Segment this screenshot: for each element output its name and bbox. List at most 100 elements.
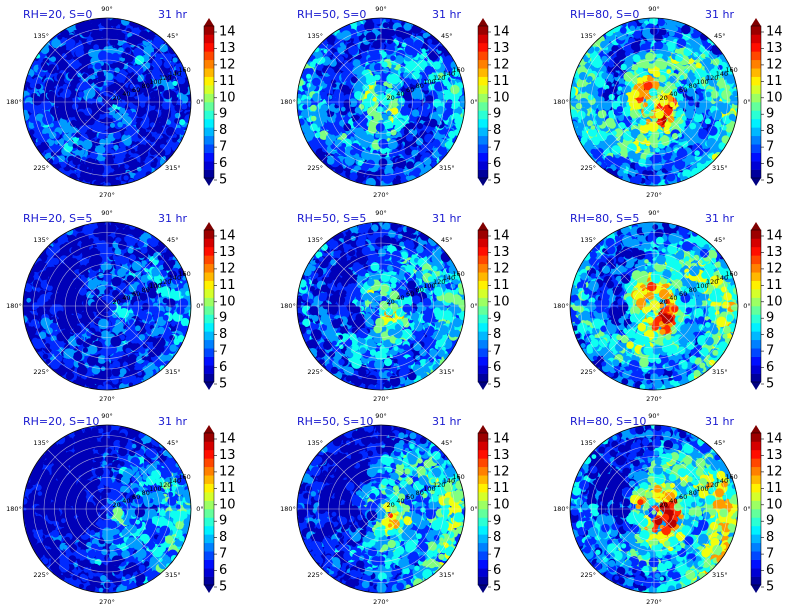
- radial-tick-label: 100: [149, 78, 161, 86]
- field-cell: [614, 63, 621, 71]
- field-cell: [124, 164, 129, 170]
- field-cell: [115, 154, 123, 163]
- radial-tick-label: 80: [142, 82, 150, 90]
- field-cell: [601, 55, 608, 63]
- field-cell: [328, 122, 334, 129]
- angular-tick-label: 135°: [33, 32, 49, 40]
- angular-tick-label: 225°: [307, 164, 323, 172]
- field-cell: [116, 72, 126, 83]
- colorbar-band: [478, 34, 488, 44]
- field-cell: [78, 91, 85, 98]
- field-cell: [72, 143, 78, 149]
- field-cell: [711, 110, 722, 121]
- field-cell: [125, 47, 131, 53]
- field-cell: [372, 18, 383, 25]
- field-cell: [49, 106, 60, 116]
- field-cell: [60, 161, 67, 168]
- angular-tick-label: 90°: [375, 5, 387, 13]
- colorbar-band: [478, 85, 488, 94]
- field-cell: [341, 143, 347, 148]
- field-cell: [638, 158, 647, 167]
- colorbar-band: [204, 152, 214, 162]
- field-cell: [52, 144, 61, 153]
- colorbar-band: [204, 85, 214, 94]
- field-cell: [627, 150, 636, 159]
- angular-tick-label: 270°: [646, 191, 662, 199]
- field-cell: [29, 82, 37, 89]
- field-cell: [181, 103, 188, 110]
- field-cell: [681, 176, 689, 183]
- colorbar-tick-label: 8: [219, 123, 227, 138]
- field-cell: [421, 48, 427, 53]
- field-cell: [123, 175, 129, 181]
- field-cell: [172, 137, 178, 143]
- field-cell: [101, 18, 108, 24]
- field-cell: [312, 93, 321, 102]
- field-cell: [55, 96, 65, 106]
- field-cell: [325, 138, 333, 146]
- field-cell: [179, 119, 186, 126]
- colorbar-tick-label: 7: [219, 140, 227, 155]
- field-cell: [88, 27, 94, 33]
- field-cell: [332, 83, 337, 88]
- angular-tick-label: 0°: [196, 98, 203, 106]
- field-cell: [136, 166, 142, 172]
- field-cell: [40, 45, 50, 55]
- field-cell: [117, 166, 126, 175]
- field-cell: [54, 140, 59, 145]
- field-cell: [653, 42, 659, 47]
- colorbar-band: [204, 169, 214, 179]
- angular-tick-label: 90°: [648, 5, 660, 13]
- colorbar-band: [204, 51, 214, 61]
- field-cell: [92, 24, 100, 32]
- field-cell: [166, 120, 172, 125]
- field-cell: [580, 136, 588, 144]
- radial-tick-label: 60: [679, 86, 687, 94]
- angular-tick-label: 315°: [439, 164, 455, 172]
- radial-tick-label: 60: [132, 86, 140, 94]
- colorbar-tick-label: 5: [219, 173, 227, 188]
- field-cell: [121, 18, 130, 26]
- field-cell: [153, 36, 163, 46]
- field-cell: [99, 138, 106, 146]
- field-cell: [89, 151, 98, 160]
- field-cell: [339, 42, 345, 48]
- field-cell: [629, 109, 640, 119]
- field-cell: [389, 73, 400, 85]
- field-cell: [113, 131, 121, 140]
- field-cell: [172, 80, 178, 86]
- colorbar-tick-label: 11: [219, 74, 236, 89]
- field-cell: [82, 73, 88, 79]
- field-cell: [616, 90, 621, 95]
- field-cell: [685, 108, 696, 119]
- colorbar-band: [204, 161, 214, 170]
- field-cell: [390, 107, 399, 115]
- field-cell: [124, 130, 130, 136]
- field-cell: [73, 96, 79, 102]
- field-cell: [87, 78, 94, 85]
- field-cell: [724, 84, 731, 91]
- field-cell: [645, 159, 653, 167]
- field-cell: [621, 86, 628, 94]
- field-cell: [132, 78, 138, 84]
- colorbar-band: [478, 26, 488, 35]
- field-cell: [450, 84, 460, 95]
- field-cell: [301, 108, 311, 119]
- field-cell: [707, 125, 718, 136]
- colorbar-tick-label: 12: [766, 57, 783, 72]
- colorbar-band: [751, 169, 761, 179]
- field-cell: [688, 99, 695, 107]
- field-cell: [62, 83, 68, 89]
- field-cell: [587, 120, 593, 127]
- field-cell: [33, 120, 41, 129]
- field-cell: [375, 123, 385, 132]
- panel-time: 31 hr: [158, 8, 187, 21]
- colorbar-tick-label: 13: [219, 41, 236, 56]
- field-cell: [308, 140, 316, 149]
- field-cell: [113, 144, 119, 150]
- field-cell: [356, 127, 365, 135]
- colorbar-band: [478, 144, 488, 153]
